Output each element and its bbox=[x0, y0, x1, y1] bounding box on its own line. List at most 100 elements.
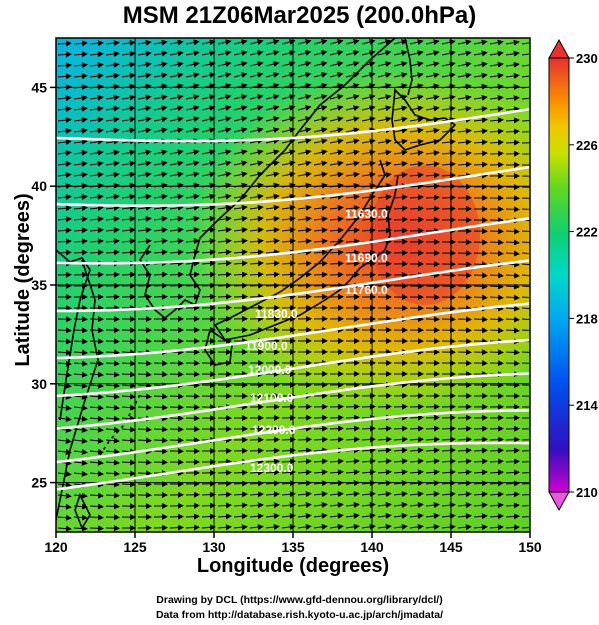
wind-arrow bbox=[57, 338, 72, 345]
wind-arrow bbox=[185, 227, 200, 233]
x-tick-label: 150 bbox=[518, 539, 542, 555]
wind-arrow bbox=[73, 415, 88, 422]
wind-arrow bbox=[89, 382, 104, 389]
x-tick-label: 135 bbox=[281, 539, 305, 555]
wind-arrow bbox=[345, 149, 360, 156]
wind-arrow bbox=[89, 193, 104, 200]
wind-arrow bbox=[233, 524, 248, 531]
wind-arrow bbox=[457, 458, 472, 465]
wind-arrow bbox=[297, 127, 312, 134]
wind-arrow bbox=[137, 39, 152, 46]
wind-arrow bbox=[105, 459, 120, 466]
wind-arrow bbox=[105, 393, 120, 400]
wind-arrow bbox=[393, 458, 408, 465]
wind-arrow bbox=[249, 160, 264, 167]
wind-arrow bbox=[409, 194, 424, 201]
wind-arrow bbox=[249, 39, 264, 46]
wind-arrow bbox=[457, 447, 472, 454]
wind-arrow bbox=[425, 469, 440, 476]
wind-arrow bbox=[73, 116, 88, 123]
contour-label: 11830.0 bbox=[255, 307, 298, 321]
wind-arrow bbox=[473, 491, 488, 498]
wind-arrow bbox=[217, 94, 232, 101]
wind-arrow bbox=[121, 227, 136, 234]
wind-arrow bbox=[489, 458, 504, 465]
wind-arrow bbox=[377, 436, 392, 443]
wind-arrow bbox=[425, 150, 440, 156]
wind-arrow bbox=[313, 447, 328, 454]
wind-arrow bbox=[377, 425, 392, 432]
wind-arrow bbox=[105, 338, 120, 345]
wind-arrow bbox=[121, 94, 136, 101]
y-tick-label: 35 bbox=[31, 277, 47, 293]
wind-arrow bbox=[233, 260, 248, 267]
wind-arrow bbox=[345, 127, 360, 134]
wind-arrow bbox=[329, 149, 344, 156]
map-title: MSM 21Z06Mar2025 (200.0hPa) bbox=[122, 2, 477, 29]
wind-arrow bbox=[137, 238, 152, 245]
wind-arrow bbox=[313, 523, 328, 530]
wind-arrow bbox=[393, 72, 408, 79]
wind-arrow bbox=[249, 260, 264, 267]
wind-arrow bbox=[393, 105, 408, 112]
wind-arrow bbox=[89, 62, 104, 69]
wind-arrow bbox=[201, 524, 216, 531]
wind-arrow bbox=[297, 491, 312, 498]
wind-arrow bbox=[105, 227, 120, 234]
wind-arrow bbox=[249, 215, 264, 222]
wind-arrow bbox=[105, 171, 120, 178]
wind-arrow bbox=[361, 160, 376, 167]
wind-arrow bbox=[89, 116, 104, 123]
wind-arrow bbox=[265, 50, 280, 56]
y-tick-label: 45 bbox=[31, 79, 47, 95]
wind-arrow bbox=[409, 161, 424, 167]
wind-arrow bbox=[441, 524, 456, 531]
wind-arrow bbox=[361, 414, 376, 421]
wind-arrow bbox=[297, 171, 312, 178]
wind-arrow bbox=[297, 227, 312, 234]
wind-arrow bbox=[201, 260, 216, 267]
wind-arrow bbox=[73, 371, 88, 378]
wind-arrow bbox=[521, 239, 530, 246]
wind-arrow bbox=[73, 194, 88, 201]
wind-arrow bbox=[169, 227, 184, 233]
wind-arrow bbox=[441, 491, 456, 498]
wind-arrow bbox=[425, 194, 440, 201]
wind-arrow bbox=[233, 160, 248, 167]
wind-arrow bbox=[345, 523, 360, 530]
colorbar-tick-label: 218 bbox=[576, 311, 598, 326]
wind-arrow bbox=[473, 105, 488, 112]
wind-arrow bbox=[73, 149, 88, 156]
wind-arrow bbox=[313, 39, 328, 45]
wind-arrow bbox=[153, 50, 168, 57]
wind-arrow bbox=[521, 50, 530, 57]
wind-arrow bbox=[233, 127, 248, 134]
wind-arrow bbox=[409, 61, 424, 68]
wind-arrow bbox=[377, 50, 392, 56]
wind-arrow bbox=[313, 249, 328, 256]
wind-arrow bbox=[233, 249, 248, 256]
wind-arrow bbox=[121, 116, 136, 123]
wind-arrow bbox=[217, 293, 232, 300]
wind-arrow bbox=[297, 458, 312, 465]
wind-arrow bbox=[313, 260, 328, 267]
wind-arrow bbox=[153, 371, 168, 378]
wind-arrow bbox=[249, 238, 264, 245]
wind-arrow bbox=[105, 216, 120, 223]
wind-arrow bbox=[457, 469, 472, 476]
contour-label: 12000.0 bbox=[248, 363, 292, 377]
wind-arrow bbox=[105, 116, 120, 123]
wind-arrow bbox=[233, 204, 248, 211]
wind-arrow bbox=[521, 458, 530, 465]
wind-arrow bbox=[505, 239, 520, 246]
wind-arrow bbox=[473, 469, 488, 476]
wind-arrow bbox=[73, 327, 88, 334]
wind-arrow bbox=[489, 469, 504, 476]
wind-arrow bbox=[313, 458, 328, 465]
wind-arrow bbox=[345, 171, 360, 178]
wind-arrow bbox=[169, 39, 184, 46]
geopotential-contours: 11630.011690.011760.011830.011900.012000… bbox=[56, 107, 530, 491]
wind-arrow bbox=[121, 426, 136, 433]
wind-arrow bbox=[329, 414, 344, 421]
wind-arrow bbox=[201, 513, 216, 520]
